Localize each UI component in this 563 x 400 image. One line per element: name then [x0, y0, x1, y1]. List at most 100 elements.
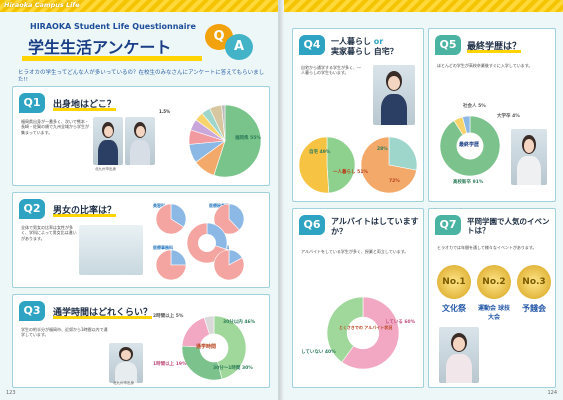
q2-legend-3: 医療事務科: [153, 245, 173, 250]
q4-pie-1-slice-0: [388, 136, 418, 171]
q6-pie-slice-1: [326, 296, 364, 363]
q6-label-1: している 60%: [385, 320, 416, 325]
q3-pie-hole: [199, 333, 229, 363]
q2-title-underline: [53, 214, 117, 217]
q2-group-photo: [79, 225, 143, 275]
header-stripe-right: [284, 0, 563, 12]
rank-1-badge: No.1: [437, 265, 471, 299]
q1-label-main: 福岡県 55%: [235, 136, 261, 141]
q4-photo: [373, 65, 415, 125]
q3-photo: [109, 343, 143, 383]
gutter: [279, 0, 284, 400]
rank-3-name: 予餞会: [522, 304, 546, 313]
page-title: 学生生活アンケート: [28, 38, 172, 57]
page-number-left: 123: [6, 390, 16, 396]
page-number-right: 124: [547, 390, 557, 396]
q1-title-underline: [53, 108, 116, 111]
q5-title-text: 最終学歴は？: [467, 42, 522, 52]
q3-label-2: 30分〜1時間 30%: [213, 366, 253, 371]
q1-caption: 北九州市出身: [95, 167, 116, 171]
q4-body: 自宅から通学する学生が多く、一人暮らしの学生もいます。: [301, 65, 361, 76]
q4-title-b: 実家暮らし: [331, 46, 371, 56]
q7-card: Q7 平岡学園で人気のイベントは？ ヒラオカでは年間を通して様々なイベントがあり…: [428, 208, 556, 388]
q2-legend-2: 医療秘書科: [209, 203, 229, 208]
q3-pie-slice-0: [213, 315, 247, 380]
qa-a: A: [225, 34, 253, 60]
q6-title: アルバイトはしていますか？: [331, 217, 419, 236]
q4-tab: Q4: [299, 35, 325, 55]
q4-label-3: 28%: [377, 147, 388, 152]
q5-pie-hole: [456, 132, 484, 160]
q6-pie-hole: [346, 316, 380, 350]
left-page: Hiraoka Campus Life HIRAOKA Student Life…: [0, 0, 279, 400]
rank-1-name: 文化祭: [442, 304, 466, 313]
q5-photo: [511, 129, 547, 185]
q7-body: ヒラオカでは年間を通して様々なイベントがあります。: [437, 245, 537, 250]
q1-title: 出身地はどこ？: [53, 97, 116, 111]
q7-tab: Q7: [435, 215, 461, 235]
q6-center: とくさきでの アルバイト状況: [339, 325, 393, 330]
q2-pie-1-slice-0: [228, 203, 245, 231]
q6-label-2: していない 40%: [301, 350, 336, 355]
q1-pie-slice-0: [213, 104, 262, 178]
q1-title-text: 出身地はどこ？: [53, 100, 116, 110]
title-english: HIRAOKA Student Life Questionnaire: [30, 22, 196, 31]
rank-3-badge: No.3: [517, 265, 551, 299]
q2-pie-0-slice-1: [155, 203, 185, 235]
q2-pie-3-slice-0: [170, 249, 187, 266]
q2-pie-2-hole: [198, 234, 216, 252]
q1-pie-slice-8: [221, 104, 226, 142]
q5-label-2: 社会人 5%: [463, 104, 486, 109]
q3-label-4: 2時間以上 5%: [153, 314, 184, 319]
q3-title-text: 通学時間はどれくらい？: [53, 308, 153, 318]
q2-body: 全体で男女の比率は女性が多く、学科によって男女比は違いがあります。: [21, 225, 77, 241]
q1-photo-1: [93, 117, 123, 165]
q2-title: 男女の比率は？: [53, 203, 117, 217]
q5-label-1: 高校新卒 91%: [453, 180, 484, 185]
q4-pie-0-slice-1: [298, 136, 330, 194]
q4-label-1: 自宅 49%: [309, 150, 331, 155]
q3-center-label: 通学時間: [196, 344, 217, 350]
q1-pie-chart: [188, 104, 262, 178]
qa-logo: Q A: [205, 24, 255, 62]
q4-title-a: 一人暮らし: [331, 37, 371, 46]
q4-title-or: or: [373, 37, 384, 46]
q3-tab: Q3: [19, 301, 45, 321]
q5-center: 最終学歴: [459, 142, 480, 148]
q4-pie-0-slice-0: [326, 136, 356, 194]
q5-card: Q5 最終学歴は？ ほとんどの学生が高校卒業後すぐに入学しています。 最終学歴 …: [428, 28, 556, 202]
q3-title-underline: [53, 316, 153, 319]
q4-title-d: 自宅？: [373, 46, 398, 56]
q5-title-underline: [467, 50, 522, 53]
q2-pie-3-slice-1: [155, 249, 187, 281]
q7-title: 平岡学園で人気のイベントは？: [467, 217, 550, 235]
q2-pie-4-slice-1: [213, 249, 245, 281]
q6-card: Q6 アルバイトはしていますか？ アルバイトをしている学生が多く、授業と両立して…: [292, 208, 424, 388]
q3-body: 学生の約半分が福岡市、近郊から1時間以内で通学しています。: [21, 327, 108, 338]
lead-text: ヒラオカの学生ってどんな人が多いっているの？在校生のみなさんにアンケートに答えて…: [18, 70, 265, 84]
q4-card: Q4 一人暮らし or 実家暮らし 自宅？ 自宅から通学する学生が多く、一人暮ら…: [292, 28, 424, 202]
right-page: Q4 一人暮らし or 実家暮らし 自宅？ 自宅から通学する学生が多く、一人暮ら…: [284, 0, 563, 400]
q7-photo: [439, 327, 479, 383]
q2-legend-1: 美容科: [153, 203, 165, 208]
q3-pie-chart: [181, 315, 247, 381]
q3-title: 通学時間はどれくらい？: [53, 305, 153, 319]
q5-pie-chart: [439, 115, 501, 177]
q4-label-2: 一人暮らし 51%: [333, 170, 368, 175]
brand-label: Hiraoka Campus Life: [4, 1, 80, 9]
title-underline: [22, 56, 202, 61]
q4-label-4: 72%: [389, 179, 400, 184]
q5-tab: Q5: [435, 35, 461, 55]
q3-label-1: 30分以内 46%: [223, 320, 256, 325]
rank-2-badge: No.2: [477, 265, 511, 299]
q6-tab: Q6: [299, 215, 325, 235]
q1-tab: Q1: [19, 93, 45, 113]
q5-label-3: 大学卒 4%: [497, 114, 520, 119]
q3-caption: 北九州市出身: [113, 381, 134, 385]
q3-label-3: 1時間以上 19%: [153, 362, 187, 367]
q2-pie-charts: [155, 203, 245, 281]
q1-card: Q1 出身地はどこ？ 福岡県出身が一番多く、次いで熊本・長崎・佐賀の順で九州全域…: [12, 86, 270, 186]
header-stripe: [0, 0, 278, 12]
q1-body: 福岡県出身が一番多く、次いで熊本・長崎・佐賀の順で九州全域から学生が集まっていま…: [21, 119, 89, 135]
